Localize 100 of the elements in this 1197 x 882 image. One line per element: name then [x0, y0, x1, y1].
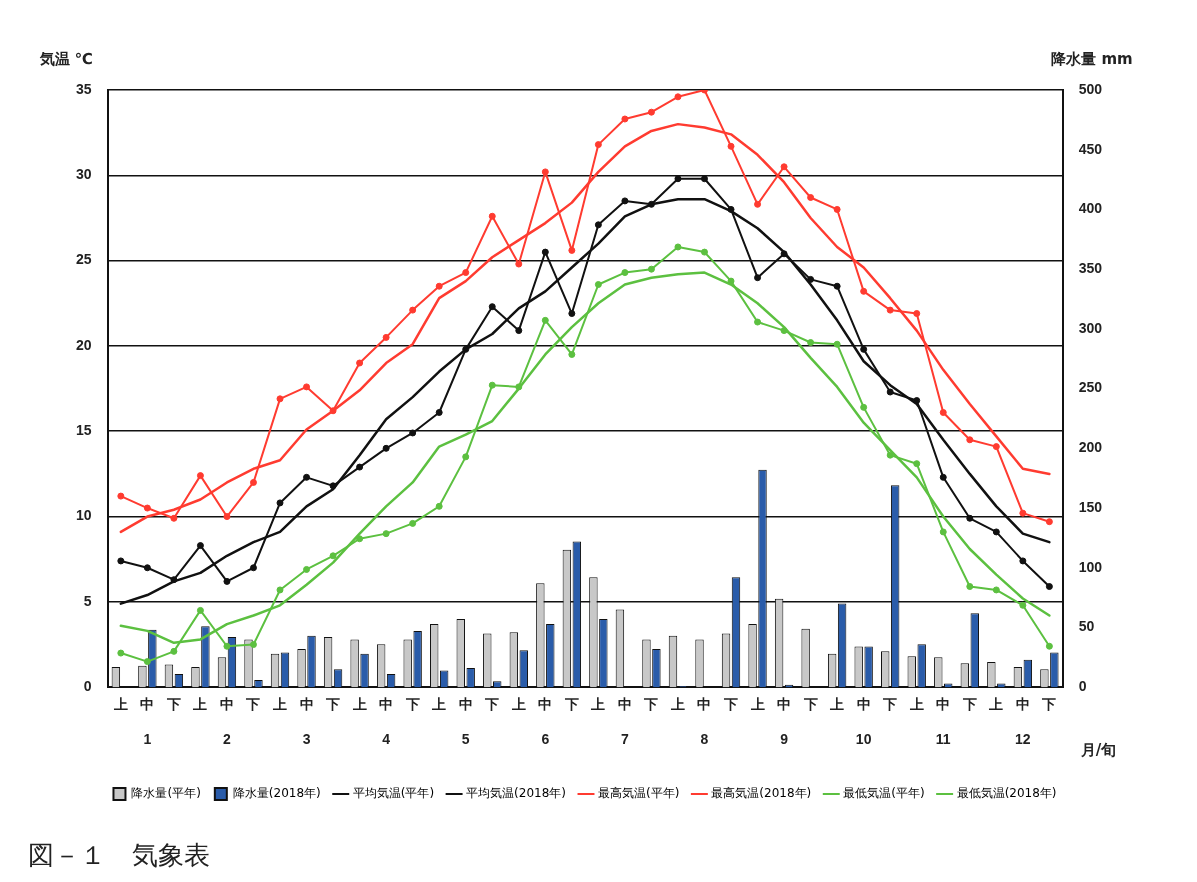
point [541, 316, 549, 324]
point [568, 246, 576, 254]
x-tick-label: 下 [325, 696, 341, 713]
x-tick-label: 中 [219, 696, 234, 713]
x-tick-label: 下 [882, 696, 898, 713]
point [1045, 518, 1053, 526]
y-tick-label: 20 [75, 336, 92, 353]
point [674, 175, 682, 183]
point [992, 586, 1000, 594]
x-tick-label: 中 [379, 696, 394, 713]
point [807, 339, 815, 347]
point [435, 408, 443, 416]
point [515, 327, 523, 335]
point [754, 274, 762, 282]
y-tick-label: 10 [75, 507, 92, 524]
x-tick-label: 上 [908, 696, 924, 713]
point [488, 381, 496, 389]
point [992, 443, 1000, 451]
legend-label: 最高気温(2018年) [711, 786, 812, 801]
point [807, 275, 815, 283]
point [886, 388, 894, 396]
point [647, 265, 655, 273]
x-tick-label: 上 [749, 696, 765, 713]
text: 6 [541, 731, 550, 748]
point [1019, 601, 1027, 609]
point [196, 542, 204, 550]
text: 4 [382, 731, 391, 748]
y-axis-title: 気温 ℃ [38, 50, 93, 69]
x-tick-label: 中 [140, 696, 155, 713]
point [435, 502, 443, 510]
y-tick-label: 5 [83, 592, 92, 609]
point [303, 565, 311, 573]
point [1045, 642, 1053, 650]
point [594, 281, 602, 289]
legend-label: 降水量(平年) [131, 786, 201, 801]
x-tick-label: 上 [669, 696, 685, 713]
x-tick-label: 中 [299, 696, 314, 713]
point [568, 310, 576, 318]
point [515, 260, 523, 268]
point [700, 248, 708, 256]
point [541, 248, 549, 256]
legend-label: 最低気温(2018年) [956, 786, 1057, 801]
x-tick-label: 下 [404, 696, 420, 713]
x-tick-label: 下 [1041, 696, 1057, 713]
point [833, 205, 841, 213]
y-tick-label: 15 [75, 422, 92, 439]
point [674, 93, 682, 101]
point [249, 478, 257, 486]
point [754, 318, 762, 326]
point [303, 473, 311, 481]
text: 図－１ 気象表 [28, 839, 210, 872]
point [143, 504, 151, 512]
point [356, 463, 364, 471]
y2-tick-label: 500 [1078, 80, 1103, 97]
point [992, 528, 1000, 536]
point [621, 269, 629, 277]
point [143, 564, 151, 572]
text: 12 [1015, 731, 1031, 748]
point [860, 403, 868, 411]
text: 11 [935, 731, 951, 748]
point [117, 492, 125, 500]
x-tick-label: 下 [165, 696, 181, 713]
point [143, 658, 151, 666]
text: 5 [461, 731, 470, 748]
point [170, 514, 178, 522]
point [860, 345, 868, 353]
x-tick-label: 中 [697, 696, 712, 713]
y2-axis-title: 降水量 mm [1051, 50, 1133, 69]
point [1019, 557, 1027, 565]
point [196, 606, 204, 614]
point [249, 641, 257, 649]
y-tick-label: 25 [75, 251, 92, 268]
point [382, 444, 390, 452]
point [488, 212, 496, 220]
point [409, 429, 417, 437]
legend-label: 平均気温(2018年) [466, 786, 566, 801]
point [807, 194, 815, 201]
point [382, 333, 390, 341]
point [196, 472, 204, 480]
x-tick-label: 上 [510, 696, 526, 713]
point [541, 168, 549, 176]
y-tick-label: 30 [75, 166, 92, 183]
y2-tick-label: 0 [1078, 678, 1087, 695]
text: 8 [700, 731, 709, 748]
point [860, 287, 868, 295]
point [435, 282, 443, 290]
x-axis-title: 月/旬 [1079, 741, 1117, 760]
point [117, 557, 125, 565]
point [249, 564, 257, 572]
point [939, 528, 947, 536]
y2-tick-label: 400 [1078, 200, 1103, 217]
x-tick-label: 下 [484, 696, 500, 713]
point [276, 395, 284, 403]
y2-tick-label: 100 [1078, 558, 1103, 575]
x-tick-label: 中 [777, 696, 792, 713]
point [356, 359, 364, 367]
point [223, 577, 231, 585]
point [886, 451, 894, 459]
x-tick-label: 上 [431, 696, 447, 713]
point [594, 221, 602, 229]
